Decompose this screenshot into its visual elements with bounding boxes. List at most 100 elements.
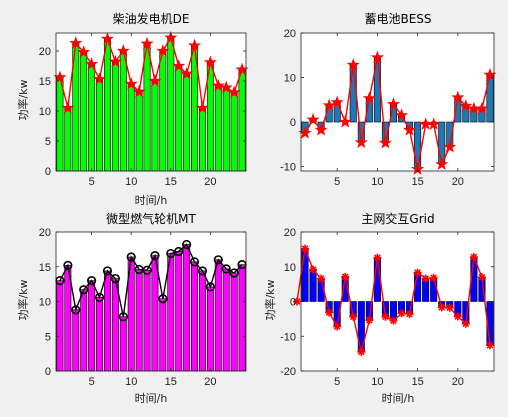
data-point-stroke bbox=[446, 304, 454, 312]
data-point bbox=[87, 276, 97, 286]
data-point bbox=[71, 305, 81, 315]
bar bbox=[72, 309, 80, 372]
bar bbox=[119, 316, 127, 372]
y-tick-label: -20 bbox=[280, 366, 296, 378]
data-point bbox=[306, 112, 320, 126]
chart-title: 柴油发电机DE bbox=[113, 11, 190, 26]
bar bbox=[143, 43, 151, 172]
bar bbox=[198, 270, 206, 372]
y-tick-label: 10 bbox=[39, 106, 51, 118]
y-tick-label: 10 bbox=[39, 297, 51, 309]
data-point bbox=[142, 265, 152, 275]
data-point bbox=[156, 44, 170, 57]
data-point bbox=[435, 157, 449, 170]
data-point bbox=[174, 246, 184, 257]
data-point bbox=[314, 123, 328, 136]
data-point bbox=[63, 260, 73, 270]
bar bbox=[96, 297, 104, 372]
data-point-stroke bbox=[317, 275, 325, 282]
data-point bbox=[229, 268, 239, 278]
bar bbox=[143, 269, 151, 372]
data-point-stroke bbox=[430, 274, 438, 282]
bar bbox=[151, 80, 159, 172]
data-point bbox=[189, 257, 200, 267]
data-point-stroke bbox=[406, 310, 413, 318]
data-point-stroke bbox=[365, 316, 373, 324]
data-point bbox=[469, 253, 478, 262]
bar bbox=[230, 92, 238, 172]
x-tick-label: 20 bbox=[452, 176, 464, 188]
x-axis-label: 时间/h bbox=[135, 194, 168, 207]
y-axis-label: 功率/kw bbox=[263, 279, 277, 320]
bar bbox=[80, 289, 88, 372]
bar bbox=[214, 85, 222, 172]
data-point bbox=[148, 74, 162, 87]
data-point bbox=[203, 55, 217, 68]
bar bbox=[167, 253, 175, 372]
data-point bbox=[116, 44, 130, 57]
bar bbox=[135, 91, 143, 172]
x-tick-label: 15 bbox=[411, 176, 423, 188]
data-point bbox=[341, 272, 350, 281]
data-point-stroke bbox=[349, 313, 357, 321]
x-tick-label: 15 bbox=[165, 376, 177, 388]
data-point bbox=[453, 312, 462, 321]
data-point bbox=[110, 273, 120, 284]
data-point bbox=[349, 312, 358, 321]
bar bbox=[159, 50, 167, 172]
y-tick-label: 0 bbox=[45, 166, 51, 178]
data-point-stroke bbox=[398, 309, 405, 317]
data-point bbox=[205, 282, 215, 292]
data-point bbox=[172, 59, 186, 72]
data-point-stroke bbox=[301, 245, 309, 253]
data-point bbox=[389, 316, 398, 325]
data-point bbox=[378, 136, 393, 149]
data-point bbox=[309, 265, 318, 274]
data-point bbox=[370, 50, 384, 64]
plot-area bbox=[301, 232, 494, 371]
data-point bbox=[211, 78, 225, 92]
bar bbox=[183, 244, 191, 372]
data-point-stroke bbox=[414, 269, 421, 277]
x-tick-label: 5 bbox=[334, 376, 340, 388]
y-tick-label: 20 bbox=[284, 28, 296, 40]
chart-title: 蓄电池BESS bbox=[364, 12, 431, 26]
data-point-stroke bbox=[309, 266, 317, 273]
bar bbox=[191, 261, 199, 372]
bar bbox=[56, 77, 64, 172]
data-point-stroke bbox=[454, 313, 462, 320]
data-point-stroke bbox=[438, 304, 446, 311]
bar bbox=[88, 63, 96, 172]
data-point bbox=[94, 292, 105, 302]
y-tick-label: -10 bbox=[280, 331, 296, 343]
data-point bbox=[219, 80, 233, 94]
y-tick-label: 5 bbox=[45, 136, 51, 148]
bar bbox=[151, 255, 159, 372]
data-point bbox=[373, 253, 382, 262]
y-tick-label: 20 bbox=[39, 227, 51, 239]
data-point bbox=[405, 310, 414, 319]
data-point bbox=[158, 294, 168, 304]
bar bbox=[414, 121, 422, 170]
x-tick-label: 15 bbox=[411, 376, 423, 388]
y-tick-label: 0 bbox=[290, 297, 296, 309]
y-tick-label: 20 bbox=[284, 227, 296, 239]
data-point bbox=[443, 140, 457, 153]
data-point bbox=[386, 97, 401, 110]
data-point bbox=[92, 72, 107, 85]
bar bbox=[64, 107, 72, 172]
data-point bbox=[182, 239, 192, 250]
data-point bbox=[100, 32, 115, 45]
x-tick-label: 20 bbox=[204, 176, 216, 188]
bar bbox=[222, 87, 230, 172]
data-point bbox=[346, 58, 360, 71]
bar bbox=[206, 286, 214, 372]
bar bbox=[119, 50, 127, 172]
data-point bbox=[427, 117, 441, 130]
x-tick-label: 10 bbox=[371, 176, 383, 188]
y-axis-label: 功率/kw bbox=[16, 79, 30, 120]
data-point bbox=[292, 297, 301, 306]
data-point-stroke bbox=[325, 309, 333, 317]
data-point bbox=[61, 101, 75, 114]
data-point bbox=[485, 341, 494, 350]
